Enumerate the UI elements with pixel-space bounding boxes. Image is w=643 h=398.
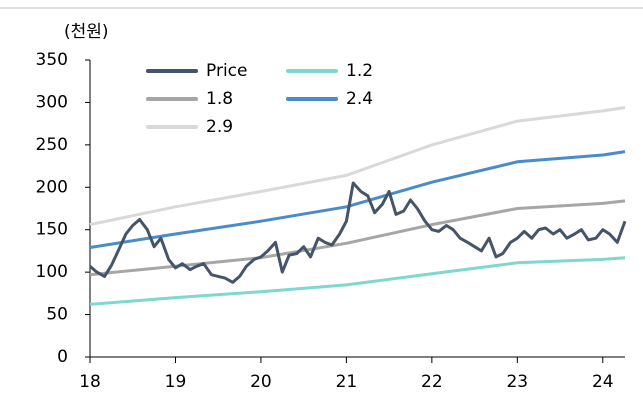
x-tick-label: 21 (336, 372, 358, 392)
series-line (89, 199, 626, 277)
legend-label: 2.4 (346, 89, 373, 109)
y-tick-label: 150 (36, 220, 68, 240)
y-tick-label: 0 (57, 347, 68, 367)
y-tick-label: 250 (36, 135, 68, 155)
legend-label: Price (206, 61, 247, 81)
x-tick-label: 18 (79, 372, 101, 392)
x-tick-label: 19 (165, 372, 187, 392)
y-axis-unit: (천원) (64, 22, 109, 42)
y-tick-label: 200 (36, 177, 68, 197)
x-tick-label: 24 (592, 372, 614, 392)
x-tick-label: 20 (250, 372, 272, 392)
x-tick-label: 22 (421, 372, 443, 392)
y-tick-label: 100 (36, 262, 68, 282)
legend-label: 2.9 (206, 117, 233, 137)
legend-label: 1.2 (346, 61, 373, 81)
y-tick-label: 50 (46, 305, 68, 325)
series-line (89, 150, 626, 249)
series-line (89, 181, 627, 284)
series-line (89, 256, 626, 306)
x-tick-label: 23 (506, 372, 528, 392)
y-tick-label: 300 (36, 92, 68, 112)
y-tick-label: 350 (36, 50, 68, 70)
series-line (89, 106, 626, 227)
legend-label: 1.8 (206, 89, 233, 109)
